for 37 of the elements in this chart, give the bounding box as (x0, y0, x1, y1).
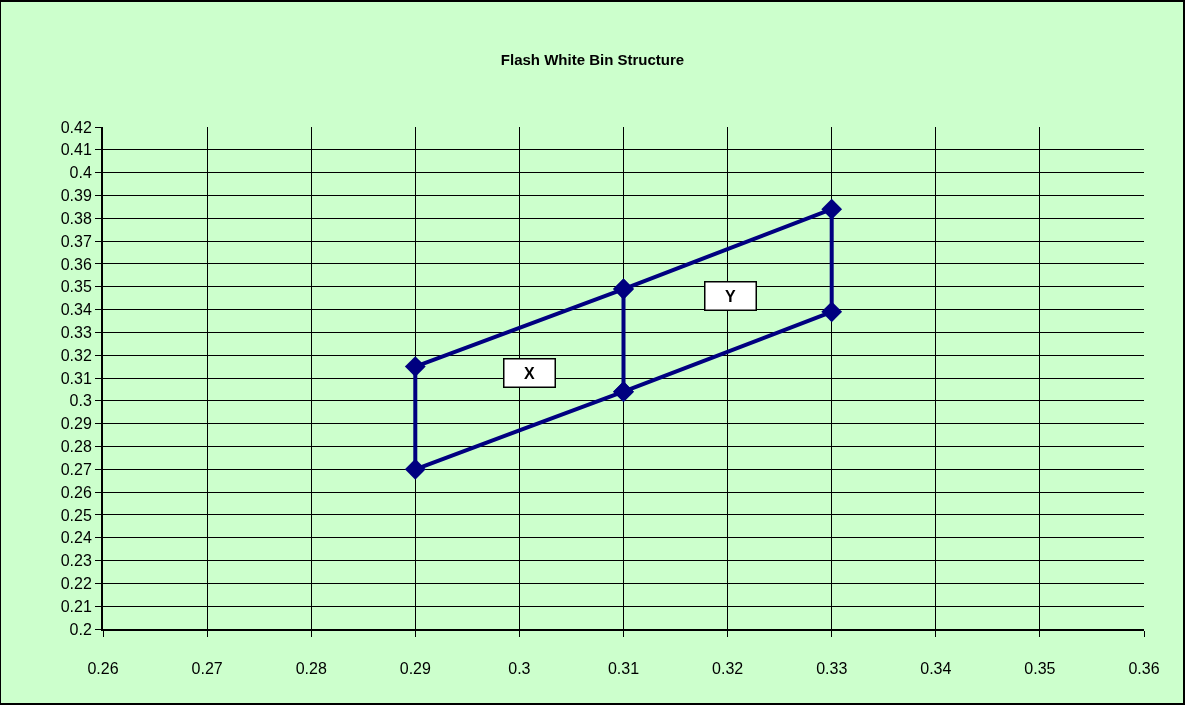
y-tick-label: 0.41 (60, 141, 92, 159)
x-tick-label: 0.31 (607, 660, 640, 678)
y-tick-label: 0.28 (60, 438, 92, 456)
x-tick-label: 0.27 (191, 660, 223, 678)
y-tick-label: 0.35 (60, 278, 92, 296)
y-tick-label: 0.4 (69, 164, 92, 182)
y-tick-label: 0.31 (60, 369, 92, 387)
x-tick-label: 0.32 (712, 660, 744, 678)
x-tick-label: 0.29 (399, 660, 431, 678)
y-tick-label: 0.2 (69, 620, 92, 638)
y-tick-label: 0.21 (60, 597, 92, 615)
y-tick-label: 0.26 (60, 483, 92, 501)
y-tick-label: 0.27 (60, 460, 92, 478)
x-tick-label: 0.28 (295, 660, 327, 678)
y-tick-label: 0.33 (60, 323, 92, 341)
y-tick-label: 0.3 (69, 392, 92, 410)
x-tick-label: 0.35 (1024, 660, 1056, 678)
y-tick-label: 0.24 (60, 529, 92, 547)
y-tick-label: 0.32 (60, 346, 92, 364)
x-tick-label: 0.34 (920, 660, 952, 678)
y-tick-label: 0.22 (60, 574, 92, 592)
annotation: Y (725, 287, 736, 305)
y-tick-label: 0.39 (60, 187, 92, 205)
x-tick-label: 0.33 (816, 660, 848, 678)
y-tick-label: 0.34 (60, 301, 92, 319)
y-tick-label: 0.25 (60, 506, 92, 524)
y-tick-label: 0.29 (60, 415, 92, 433)
x-tick-label: 0.36 (1128, 660, 1160, 678)
annotation: X (524, 364, 535, 382)
y-tick-label: 0.36 (60, 255, 92, 273)
y-tick-label: 0.37 (60, 232, 92, 250)
y-tick-label: 0.42 (60, 118, 92, 136)
y-tick-label: 0.23 (60, 552, 92, 570)
y-tick-label: 0.38 (60, 209, 92, 227)
x-tick-label: 0.26 (87, 660, 119, 678)
chart-title: Flash White Bin Structure (500, 51, 685, 69)
x-tick-label: 0.3 (508, 660, 531, 678)
